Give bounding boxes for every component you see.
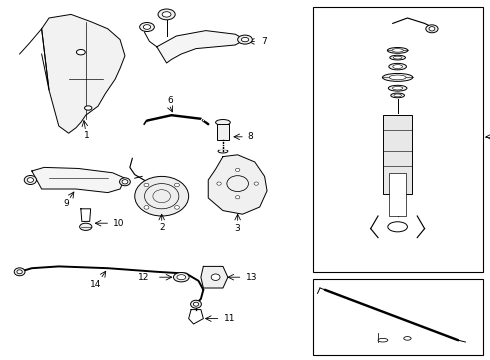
Ellipse shape xyxy=(144,206,149,209)
Ellipse shape xyxy=(391,93,405,98)
Ellipse shape xyxy=(27,177,33,182)
Ellipse shape xyxy=(388,85,407,91)
Text: 14: 14 xyxy=(90,280,101,289)
Polygon shape xyxy=(201,266,228,288)
Bar xyxy=(313,7,483,272)
Text: 11: 11 xyxy=(224,314,235,323)
Ellipse shape xyxy=(122,180,128,184)
Ellipse shape xyxy=(218,149,228,153)
Circle shape xyxy=(135,176,189,216)
Ellipse shape xyxy=(211,274,220,280)
Ellipse shape xyxy=(390,55,405,60)
Ellipse shape xyxy=(426,25,438,33)
Text: 10: 10 xyxy=(113,219,124,228)
Ellipse shape xyxy=(394,94,401,97)
Bar xyxy=(383,115,413,194)
Ellipse shape xyxy=(388,222,408,232)
Ellipse shape xyxy=(254,182,259,185)
Ellipse shape xyxy=(216,120,230,125)
Ellipse shape xyxy=(24,175,36,184)
Ellipse shape xyxy=(143,24,151,29)
Ellipse shape xyxy=(174,183,179,187)
Text: 12: 12 xyxy=(138,273,149,282)
Text: 1: 1 xyxy=(84,130,90,139)
Bar xyxy=(313,279,483,355)
Text: 13: 13 xyxy=(246,273,257,282)
Ellipse shape xyxy=(217,182,221,185)
Ellipse shape xyxy=(193,302,199,306)
Ellipse shape xyxy=(378,338,388,342)
Ellipse shape xyxy=(389,63,407,70)
Ellipse shape xyxy=(429,27,435,31)
Text: 9: 9 xyxy=(63,199,69,208)
Ellipse shape xyxy=(76,49,85,55)
Ellipse shape xyxy=(392,86,403,90)
Bar xyxy=(389,173,407,216)
Polygon shape xyxy=(32,167,125,193)
Ellipse shape xyxy=(140,22,154,31)
Ellipse shape xyxy=(235,196,240,199)
Ellipse shape xyxy=(79,223,92,230)
Ellipse shape xyxy=(17,270,23,274)
Text: 7: 7 xyxy=(261,37,267,46)
Ellipse shape xyxy=(393,65,402,68)
FancyBboxPatch shape xyxy=(366,20,398,40)
Ellipse shape xyxy=(241,37,249,42)
Ellipse shape xyxy=(387,48,408,53)
Text: 6: 6 xyxy=(168,96,173,105)
Polygon shape xyxy=(208,155,267,214)
Polygon shape xyxy=(157,31,245,63)
Ellipse shape xyxy=(392,49,403,52)
Ellipse shape xyxy=(382,73,413,81)
Polygon shape xyxy=(42,14,125,133)
Ellipse shape xyxy=(393,56,402,59)
Ellipse shape xyxy=(173,273,189,282)
Text: 8: 8 xyxy=(247,132,253,141)
Ellipse shape xyxy=(235,168,240,172)
Text: 3: 3 xyxy=(235,224,241,233)
Ellipse shape xyxy=(144,183,149,187)
Ellipse shape xyxy=(174,206,179,209)
Ellipse shape xyxy=(162,12,171,17)
Ellipse shape xyxy=(84,106,92,110)
Ellipse shape xyxy=(177,275,186,280)
Text: 2: 2 xyxy=(159,223,165,233)
Bar xyxy=(217,124,229,140)
Ellipse shape xyxy=(14,268,25,276)
Ellipse shape xyxy=(404,337,411,340)
Ellipse shape xyxy=(158,9,175,20)
Ellipse shape xyxy=(238,35,252,44)
Ellipse shape xyxy=(120,178,130,186)
Ellipse shape xyxy=(389,75,406,80)
Ellipse shape xyxy=(191,300,201,308)
